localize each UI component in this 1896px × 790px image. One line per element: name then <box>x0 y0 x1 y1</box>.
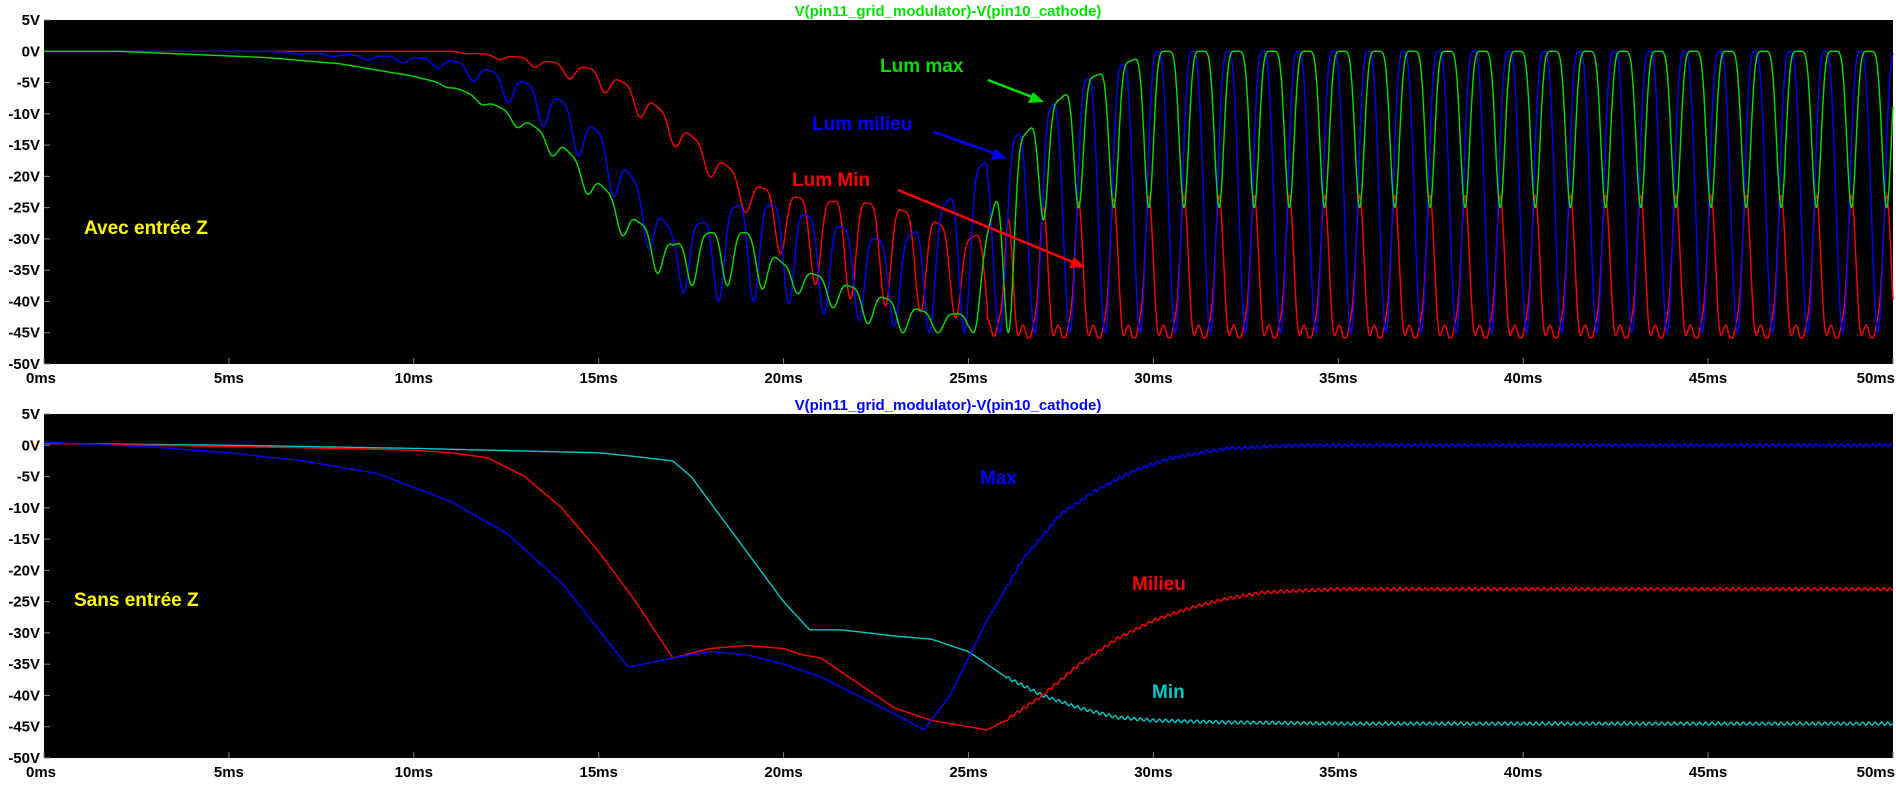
bottom-plot-area[interactable] <box>44 414 1893 758</box>
y-tick-label: -20V <box>8 562 40 579</box>
bottom-traces <box>43 441 1894 731</box>
series-line-lum-max[interactable] <box>43 50 1894 334</box>
min-label: Min <box>1152 682 1185 703</box>
y-tick-label: -25V <box>8 594 40 611</box>
top-pane-label: Avec entrée Z <box>84 218 208 239</box>
x-tick-label: 35ms <box>1319 764 1357 781</box>
milieu-label: Milieu <box>1132 574 1186 595</box>
y-tick-label: -25V <box>8 200 40 217</box>
bottom-plot-title[interactable]: V(pin11_grid_modulator)-V(pin10_cathode) <box>795 397 1102 414</box>
y-tick-label: -15V <box>8 137 40 154</box>
y-tick-label: -10V <box>8 500 40 517</box>
y-tick-label: -20V <box>8 168 40 185</box>
bottom-x-axis: 0ms 5ms 10ms 15ms 20ms 25ms 30ms 35ms 40ms 45ms 50… <box>26 752 1895 781</box>
series-line-min[interactable] <box>44 442 1894 726</box>
series-line-max[interactable] <box>43 441 1894 731</box>
x-tick-label: 10ms <box>395 764 433 781</box>
x-tick-label: 40ms <box>1504 764 1542 781</box>
x-tick-label: 15ms <box>580 370 618 387</box>
y-tick-label: -40V <box>8 293 40 310</box>
x-tick-label: 20ms <box>764 764 802 781</box>
y-tick-label: 0V <box>22 43 40 60</box>
bottom-pane-label: Sans entrée Z <box>74 590 199 611</box>
lum-max-arrow <box>987 78 1044 103</box>
y-tick-label: 0V <box>22 437 40 454</box>
max-label: Max <box>980 468 1017 489</box>
lum-milieu-arrow <box>933 130 1007 160</box>
x-tick-label: 40ms <box>1504 370 1542 387</box>
y-tick-label: -35V <box>8 262 40 279</box>
y-tick-label: -45V <box>8 719 40 736</box>
x-tick-label: 25ms <box>949 764 987 781</box>
lum-max-label: Lum max <box>880 56 964 77</box>
series-line-lum-milieu[interactable] <box>43 50 1894 334</box>
top-y-axis: 5V 0V -5V -10V -15V -20V -25V -30V -35V -40V -45V -… <box>8 12 50 373</box>
top-plot-area[interactable] <box>44 20 1893 364</box>
x-tick-label: 30ms <box>1134 764 1172 781</box>
y-tick-label: -10V <box>8 106 40 123</box>
y-tick-label: -5V <box>17 75 40 92</box>
top-plot-title[interactable]: V(pin11_grid_modulator)-V(pin10_cathode) <box>795 3 1102 20</box>
top-traces <box>43 50 1894 339</box>
series-line-milieu[interactable] <box>44 442 1894 731</box>
x-tick-label: 45ms <box>1689 370 1727 387</box>
y-tick-label: 5V <box>22 12 40 29</box>
y-tick-label: -45V <box>8 325 40 342</box>
x-tick-label: 10ms <box>395 370 433 387</box>
x-tick-label: 20ms <box>764 370 802 387</box>
top-plot-pane: V(pin11_grid_modulator)-V(pin10_cathode)… <box>8 3 1895 387</box>
x-tick-label: 25ms <box>949 370 987 387</box>
y-tick-label: -30V <box>8 625 40 642</box>
y-tick-label: -35V <box>8 656 40 673</box>
x-tick-label: 15ms <box>580 764 618 781</box>
y-tick-label: -50V <box>8 356 40 373</box>
lum-milieu-label: Lum milieu <box>812 114 912 135</box>
y-tick-label: 5V <box>22 406 40 423</box>
x-tick-label: 30ms <box>1134 370 1172 387</box>
x-tick-label: 45ms <box>1689 764 1727 781</box>
x-tick-label: 0ms <box>26 370 56 387</box>
x-tick-label: 5ms <box>214 764 244 781</box>
x-tick-label: 50ms <box>1857 370 1895 387</box>
y-tick-label: -15V <box>8 531 40 548</box>
x-tick-label: 35ms <box>1319 370 1357 387</box>
lum-min-label: Lum Min <box>792 170 870 191</box>
y-tick-label: -30V <box>8 231 40 248</box>
x-tick-label: 50ms <box>1857 764 1895 781</box>
bottom-y-axis: 5V 0V -5V -10V -15V -20V -25V -30V -35V -40V -45V -… <box>8 406 50 767</box>
lum-min-arrow <box>897 188 1085 268</box>
y-tick-label: -5V <box>17 469 40 486</box>
x-tick-label: 5ms <box>214 370 244 387</box>
series-line-lum-min[interactable] <box>43 50 1894 339</box>
bottom-plot-pane: V(pin11_grid_modulator)-V(pin10_cathode)… <box>0 395 1896 790</box>
top-x-axis: 0ms 5ms 10ms 15ms 20ms 25ms 30ms 35ms 40ms 45ms 50… <box>26 358 1895 387</box>
x-tick-label: 0ms <box>26 764 56 781</box>
y-tick-label: -50V <box>8 750 40 767</box>
y-tick-label: -40V <box>8 687 40 704</box>
